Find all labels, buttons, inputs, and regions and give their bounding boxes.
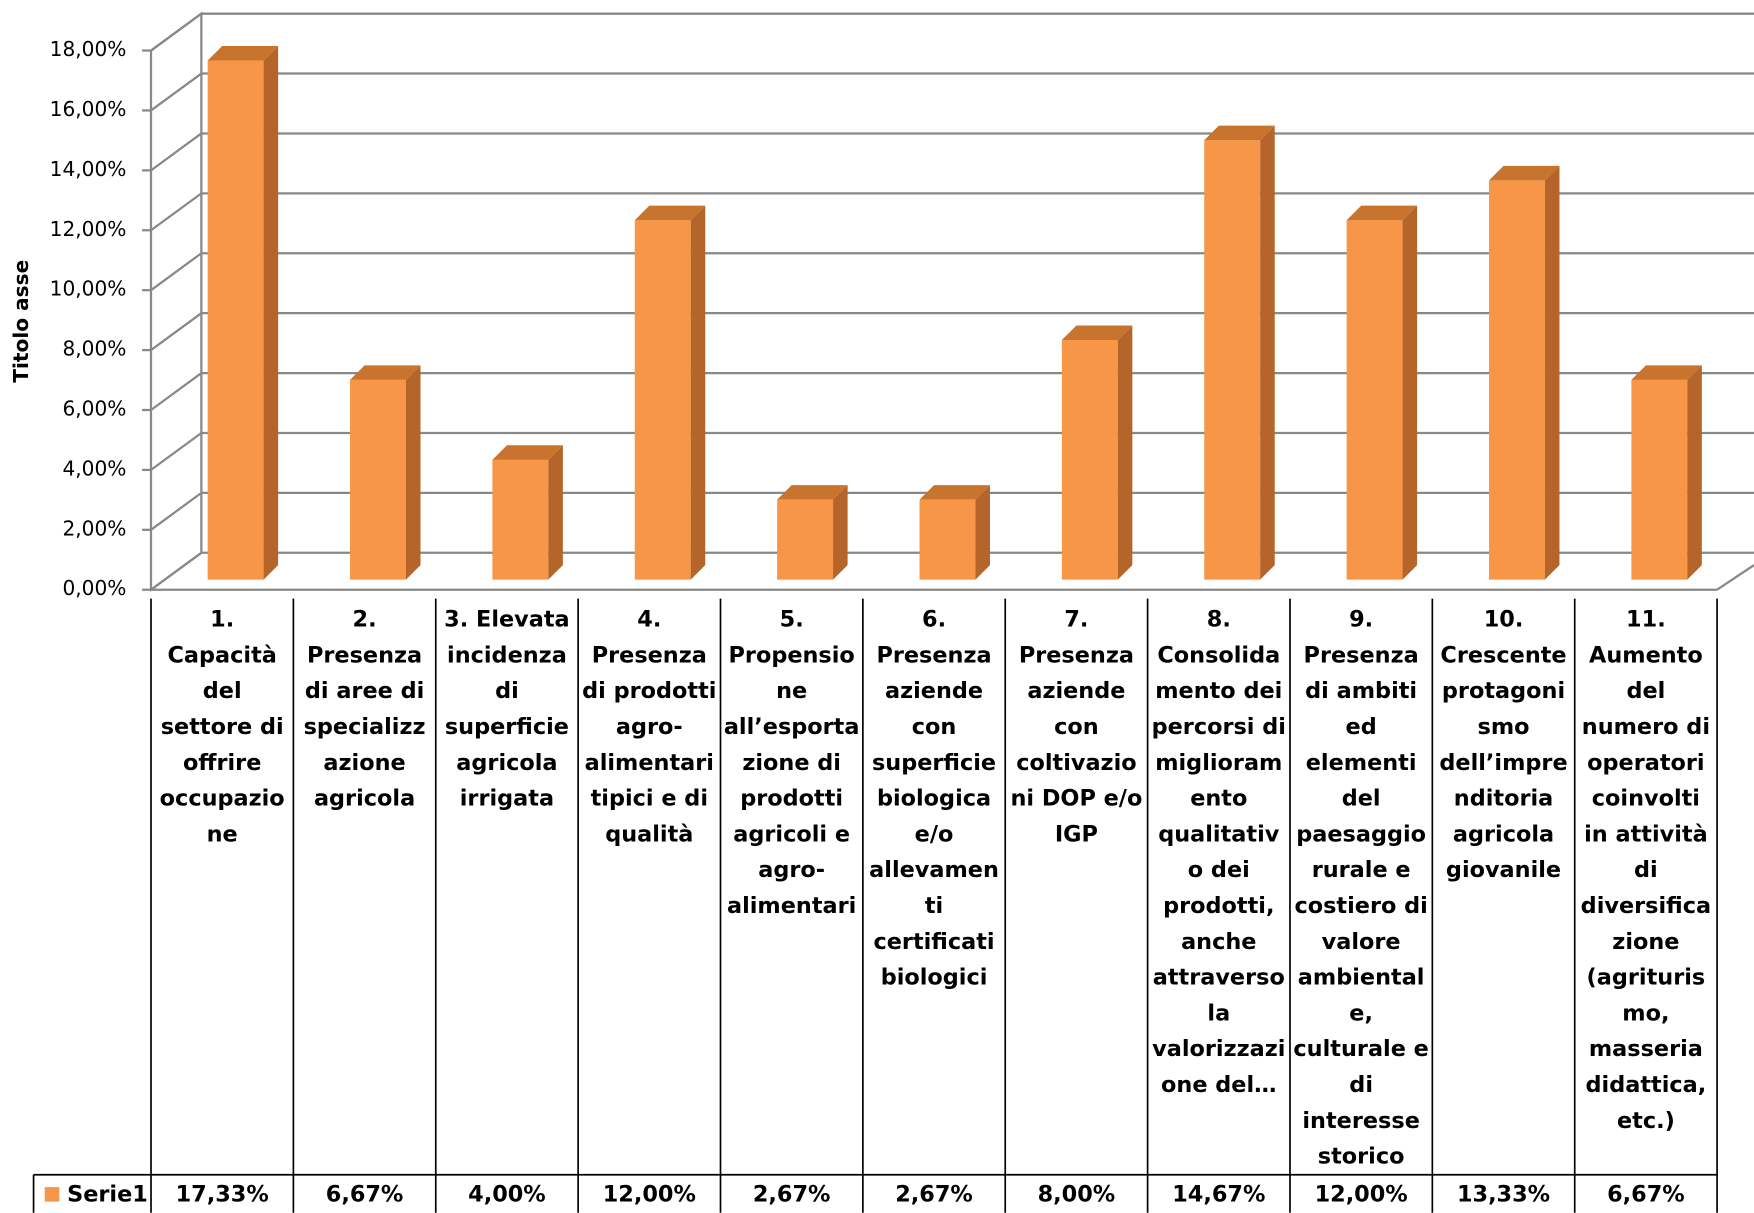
bar (350, 379, 406, 580)
category-cell: 3. Elevata incidenza di superficie agric… (444, 605, 570, 812)
value-label: 12,00% (603, 1181, 696, 1207)
floor-edge (1716, 564, 1754, 591)
value-label: 6,67% (326, 1181, 404, 1207)
category-cell: 8. Consolidamento dei percorsi di miglio… (1151, 605, 1286, 1098)
x-tick-label: 10. Crescente protagonismo dell’imprendi… (1439, 605, 1568, 883)
bar (919, 499, 976, 580)
bar (492, 459, 549, 580)
grid-line (150, 12, 203, 52)
x-tick-label: 2. Presenza di aree di specializzazione … (303, 605, 426, 812)
category-cell: 7. Presenza aziende con coltivazioni DOP… (1010, 605, 1143, 848)
grid-line (150, 491, 203, 531)
value-label: 12,00% (1315, 1181, 1408, 1207)
grid-line (150, 252, 203, 292)
bar-top (1204, 125, 1275, 141)
bar-top (207, 46, 279, 61)
bar-side (1117, 325, 1133, 580)
y-tick-label: 6,00% (62, 396, 126, 420)
x-tick-label: 7. Presenza aziende con coltivazioni DOP… (1010, 605, 1143, 848)
bar (777, 499, 834, 580)
bar-side (548, 445, 563, 580)
bar-side (690, 205, 706, 580)
category-cell: 6. Presenza aziende con superficie biolo… (869, 605, 999, 991)
bar-side (263, 46, 279, 580)
y-tick-label: 0,00% (62, 576, 126, 600)
bar (634, 220, 691, 580)
table-bg (151, 598, 1718, 1213)
bar-side (405, 365, 421, 580)
x-tick-label: 11. Aumento del numero di operatori coin… (1580, 605, 1712, 1134)
y-tick-label: 14,00% (50, 157, 127, 181)
value-label: 17,33% (176, 1181, 269, 1207)
category-cell: 1. Capacità del settore di offrire occup… (159, 605, 285, 848)
grid-line (150, 372, 203, 411)
bar (207, 60, 264, 580)
bar-side (975, 485, 990, 580)
value-label: 14,67% (1172, 1181, 1265, 1207)
bar-top (634, 205, 706, 221)
x-tick-label: 5. Propensione all’esportazione di prodo… (723, 605, 860, 919)
y-tick-label: 16,00% (50, 97, 127, 121)
category-cell: 5. Propensione all’esportazione di prodo… (723, 605, 860, 919)
value-label: 8,00% (1038, 1181, 1116, 1207)
x-tick-label: 1. Capacità del settore di offrire occup… (159, 605, 285, 848)
bar (1488, 180, 1545, 580)
side-wall (149, 11, 203, 592)
y-tick-label: 2,00% (62, 516, 126, 540)
bar-side (1402, 205, 1418, 580)
y-tick-label: 12,00% (50, 217, 127, 241)
category-cell: 11. Aumento del numero di operatori coin… (1580, 605, 1712, 1134)
bar-top (350, 365, 421, 380)
category-cell: 9. Presenza di ambiti ed elementi del pa… (1293, 605, 1429, 1170)
value-label: 13,33% (1457, 1181, 1550, 1207)
bar-side (1687, 365, 1702, 580)
x-tick-label: 9. Presenza di ambiti ed elementi del pa… (1293, 605, 1429, 1170)
value-label: 2,67% (895, 1181, 973, 1207)
x-tick-label: 6. Presenza aziende con superficie biolo… (869, 605, 999, 991)
grid-line (150, 192, 203, 232)
bar-side (833, 485, 848, 580)
bar (1061, 340, 1118, 580)
bar-side (1260, 125, 1275, 580)
grid-line (150, 551, 203, 591)
legend-swatch (44, 1187, 60, 1202)
grid-line (150, 432, 203, 471)
bar-top (1061, 325, 1133, 341)
value-label: 2,67% (753, 1181, 831, 1207)
bar-top (777, 485, 848, 500)
bar-top (1346, 205, 1418, 221)
legend-label: Serie1 (67, 1181, 148, 1207)
x-tick-label: 8. Consolidamento dei percorsi di miglio… (1151, 605, 1286, 1098)
y-tick-label: 8,00% (62, 337, 126, 361)
y-tick-label: 18,00% (50, 37, 127, 61)
value-label: 6,67% (1607, 1181, 1685, 1207)
bar (1204, 140, 1261, 580)
bar-side (1544, 165, 1560, 580)
value-label: 4,00% (468, 1181, 546, 1207)
bar-top (1488, 165, 1560, 181)
bar (1346, 220, 1403, 580)
grid-line (150, 312, 203, 351)
x-tick-label: 4. Presenza di prodotti agro-alimentari … (582, 605, 717, 848)
category-cell: 4. Presenza di prodotti agro-alimentari … (582, 605, 717, 848)
y-tick-label: 10,00% (50, 277, 127, 301)
x-tick-label: 3. Elevata incidenza di superficie agric… (444, 605, 570, 812)
grid-line (150, 72, 203, 112)
y-axis-title: Titolo asse (9, 260, 33, 383)
bar-top (492, 445, 563, 460)
bar-top (919, 485, 990, 500)
category-cell: 10. Crescente protagonismo dell’imprendi… (1439, 605, 1568, 883)
y-tick-label: 4,00% (62, 456, 126, 480)
bar-top (1631, 365, 1702, 380)
grid-line (150, 132, 203, 172)
bar (1631, 379, 1688, 580)
category-cell: 2. Presenza di aree di specializzazione … (303, 605, 426, 812)
